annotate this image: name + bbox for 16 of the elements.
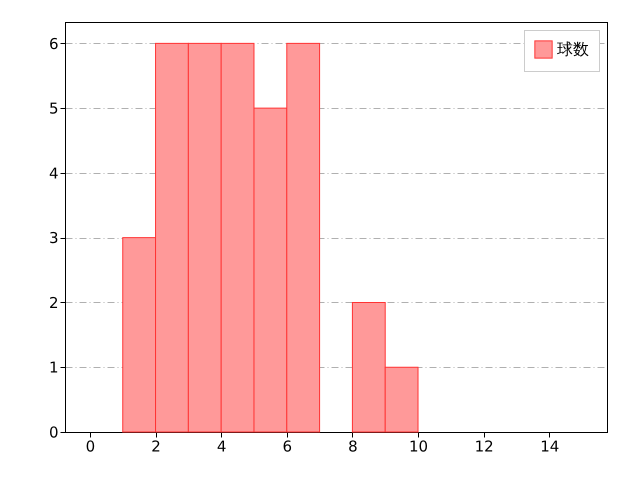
x-tick-label: 8 <box>348 438 358 456</box>
x-tick-label: 2 <box>151 438 161 456</box>
x-tick-label: 14 <box>540 438 560 456</box>
x-tick-label: 4 <box>216 438 226 456</box>
x-tick-label: 12 <box>474 438 494 456</box>
x-tick-label: 0 <box>86 438 96 456</box>
y-tick-label: 3 <box>48 229 58 248</box>
legend-label: 球数 <box>557 40 589 58</box>
y-tick-label: 2 <box>48 294 58 312</box>
y-tick-label: 5 <box>48 100 58 118</box>
y-tick-label: 0 <box>48 424 58 442</box>
y-tick-label: 1 <box>48 358 58 377</box>
y-tick-label: 4 <box>48 164 58 182</box>
x-tick-label: 10 <box>408 438 428 456</box>
y-tick-label: 6 <box>48 34 58 53</box>
x-tick-label: 6 <box>282 438 292 456</box>
